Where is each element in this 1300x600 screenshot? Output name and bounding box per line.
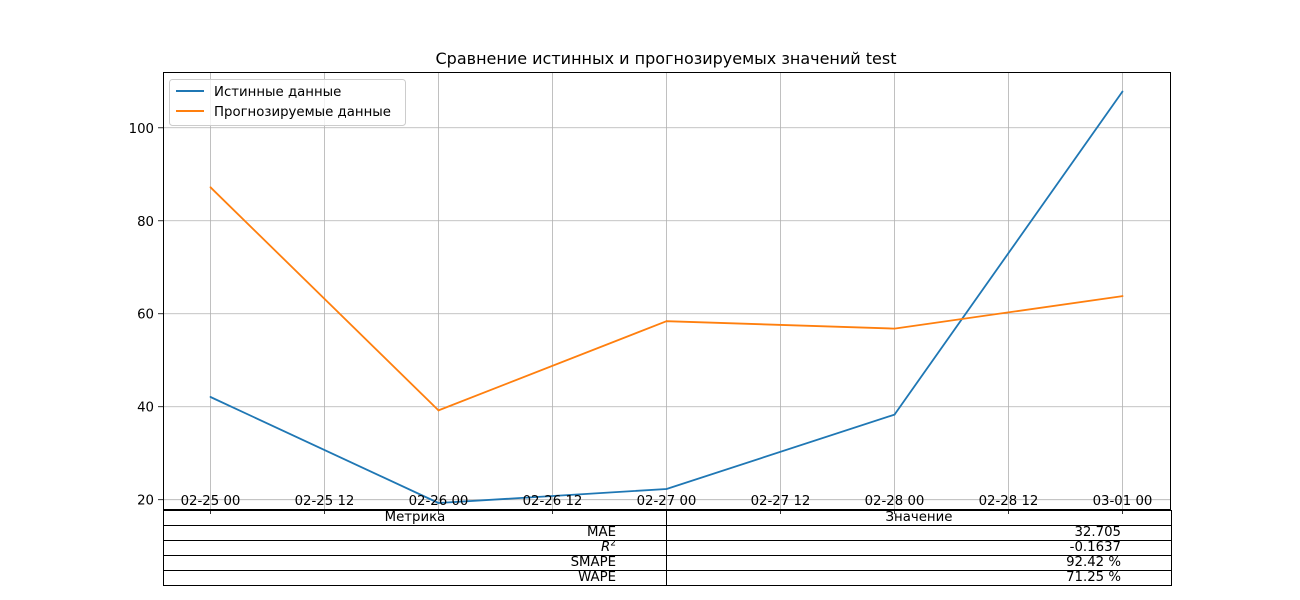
y-tick-label: 80 bbox=[137, 215, 154, 230]
point-true bbox=[893, 413, 896, 416]
x-tick-label: 02-25 12 bbox=[295, 494, 355, 509]
point-forecast bbox=[893, 327, 896, 330]
series-lines bbox=[209, 90, 1124, 504]
legend-label-true: Истинные данные bbox=[214, 85, 341, 100]
grid bbox=[163, 72, 1170, 509]
table-header-metric: Метрика bbox=[163, 510, 667, 526]
table-header-value: Значение bbox=[666, 510, 1172, 526]
x-tick-label: 02-26 00 bbox=[409, 494, 469, 509]
table-row: SMAPE 92.42 % bbox=[163, 555, 1172, 571]
table-row: R2 -0.1637 bbox=[163, 540, 1172, 556]
metric-name: SMAPE bbox=[163, 555, 667, 571]
plot-frame bbox=[163, 72, 1171, 510]
point-true bbox=[209, 396, 212, 398]
metric-value: -0.1637 bbox=[666, 540, 1172, 556]
y-tick-label: 40 bbox=[137, 401, 154, 416]
x-tick-label: 02-28 12 bbox=[979, 494, 1039, 509]
y-tick-label: 60 bbox=[137, 308, 154, 323]
metric-value: 32.705 bbox=[666, 525, 1172, 541]
table-row: MAE 32.705 bbox=[163, 525, 1172, 541]
point-true bbox=[437, 502, 440, 504]
chart-title: Сравнение истинных и прогнозируемых знач… bbox=[436, 49, 897, 68]
x-tick-label: 03-01 00 bbox=[1093, 494, 1153, 509]
metric-name: MAE bbox=[163, 525, 667, 541]
legend: Истинные данные Прогнозируемые данные bbox=[169, 79, 406, 126]
x-tick-label: 02-27 00 bbox=[637, 494, 697, 509]
metric-name-sup: 2 bbox=[610, 540, 616, 549]
table-row: WAPE 71.25 % bbox=[163, 570, 1172, 586]
metric-name-base: R bbox=[601, 540, 611, 555]
metric-value: 92.42 % bbox=[666, 555, 1172, 571]
metrics-table: Метрика Значение MAE 32.705 R2 -0.1637 S… bbox=[163, 510, 1172, 586]
x-tick-label: 02-26 12 bbox=[523, 494, 583, 509]
x-tick-label: 02-28 00 bbox=[865, 494, 925, 509]
legend-box bbox=[169, 79, 406, 126]
x-tick-label: 02-25 00 bbox=[181, 494, 241, 509]
legend-label-forecast: Прогнозируемые данные bbox=[214, 105, 391, 120]
point-true bbox=[1121, 90, 1124, 93]
axis-ticks: 02-25 00 02-25 12 02-26 00 02-26 12 02-27 00… bbox=[129, 122, 1153, 514]
point-forecast bbox=[209, 186, 212, 189]
metric-value: 71.25 % bbox=[666, 570, 1172, 586]
table-header-row: Метрика Значение bbox=[163, 510, 1172, 526]
metric-name: WAPE bbox=[163, 570, 667, 586]
y-tick-label: 100 bbox=[129, 122, 154, 137]
point-true bbox=[665, 488, 668, 490]
y-tick-label: 20 bbox=[137, 494, 154, 509]
point-forecast bbox=[1121, 295, 1124, 297]
point-forecast bbox=[665, 320, 668, 323]
x-tick-label: 02-27 12 bbox=[751, 494, 811, 509]
metric-name: R2 bbox=[163, 540, 667, 556]
point-forecast bbox=[437, 409, 440, 412]
